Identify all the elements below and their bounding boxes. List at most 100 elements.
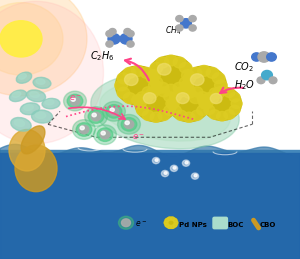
Circle shape	[175, 87, 187, 97]
Circle shape	[175, 110, 187, 120]
Text: $e^-$: $e^-$	[132, 132, 145, 142]
Circle shape	[71, 98, 75, 101]
Circle shape	[127, 31, 134, 37]
Ellipse shape	[30, 92, 39, 97]
Circle shape	[106, 105, 122, 118]
Circle shape	[127, 41, 134, 47]
Text: $CH_4$: $CH_4$	[165, 25, 181, 37]
Circle shape	[109, 28, 116, 35]
Circle shape	[171, 225, 174, 228]
Circle shape	[123, 93, 136, 104]
Circle shape	[0, 3, 63, 75]
Circle shape	[173, 219, 177, 222]
Circle shape	[189, 93, 202, 104]
Ellipse shape	[42, 98, 60, 109]
Ellipse shape	[45, 100, 54, 105]
Circle shape	[204, 92, 215, 102]
Circle shape	[140, 67, 153, 78]
Circle shape	[165, 219, 169, 222]
Circle shape	[85, 107, 107, 126]
Circle shape	[134, 98, 146, 109]
Circle shape	[168, 225, 171, 228]
Circle shape	[164, 172, 167, 174]
Text: BOC: BOC	[227, 222, 244, 228]
Circle shape	[136, 92, 148, 102]
Ellipse shape	[19, 74, 26, 79]
Circle shape	[132, 95, 144, 105]
Circle shape	[100, 131, 110, 139]
Ellipse shape	[12, 92, 21, 97]
Circle shape	[142, 110, 154, 120]
Circle shape	[214, 80, 227, 91]
Circle shape	[229, 105, 240, 115]
Circle shape	[161, 170, 169, 177]
Circle shape	[136, 105, 148, 116]
Circle shape	[167, 98, 179, 109]
Circle shape	[150, 112, 162, 122]
Circle shape	[106, 41, 113, 47]
Circle shape	[110, 108, 114, 112]
Circle shape	[194, 174, 197, 177]
Ellipse shape	[91, 74, 239, 149]
Ellipse shape	[33, 77, 51, 88]
Circle shape	[165, 84, 177, 95]
Circle shape	[190, 74, 204, 85]
Ellipse shape	[26, 90, 46, 102]
Circle shape	[124, 74, 138, 85]
Circle shape	[148, 70, 161, 81]
Circle shape	[258, 52, 270, 62]
FancyBboxPatch shape	[213, 217, 227, 229]
Circle shape	[182, 70, 194, 81]
Circle shape	[67, 94, 83, 108]
Circle shape	[267, 53, 276, 61]
Ellipse shape	[15, 145, 57, 192]
Circle shape	[209, 88, 220, 97]
Circle shape	[142, 87, 154, 97]
Circle shape	[212, 87, 225, 98]
Circle shape	[176, 93, 189, 104]
Ellipse shape	[10, 90, 26, 102]
Circle shape	[202, 87, 242, 120]
Circle shape	[135, 85, 177, 122]
Ellipse shape	[14, 120, 25, 126]
Circle shape	[224, 110, 235, 119]
Circle shape	[80, 126, 84, 130]
Circle shape	[73, 120, 95, 139]
Circle shape	[120, 34, 132, 44]
Circle shape	[202, 99, 213, 108]
Ellipse shape	[9, 130, 45, 171]
Circle shape	[123, 67, 136, 78]
Circle shape	[198, 66, 210, 76]
Circle shape	[97, 128, 113, 141]
Ellipse shape	[21, 126, 45, 154]
Circle shape	[117, 87, 130, 98]
Circle shape	[183, 73, 196, 84]
Circle shape	[116, 66, 160, 105]
Circle shape	[169, 105, 181, 116]
Circle shape	[150, 85, 162, 95]
Circle shape	[252, 53, 261, 61]
Ellipse shape	[24, 105, 33, 110]
Circle shape	[124, 120, 134, 128]
Circle shape	[198, 95, 210, 105]
Circle shape	[189, 67, 202, 78]
Circle shape	[183, 85, 195, 95]
Circle shape	[231, 99, 242, 108]
Circle shape	[176, 16, 183, 22]
Circle shape	[132, 66, 144, 76]
Circle shape	[158, 87, 170, 97]
Circle shape	[164, 221, 168, 224]
Text: $e^-$: $e^-$	[69, 93, 82, 103]
Circle shape	[168, 217, 171, 220]
Circle shape	[212, 73, 225, 84]
Circle shape	[148, 80, 161, 91]
Text: $CO_2$: $CO_2$	[234, 60, 254, 74]
Circle shape	[179, 62, 192, 73]
Circle shape	[165, 55, 177, 66]
Circle shape	[181, 80, 194, 91]
Circle shape	[182, 160, 190, 166]
Bar	[0, 150, 300, 259]
Circle shape	[92, 113, 96, 117]
Circle shape	[166, 98, 178, 109]
Circle shape	[118, 216, 134, 229]
